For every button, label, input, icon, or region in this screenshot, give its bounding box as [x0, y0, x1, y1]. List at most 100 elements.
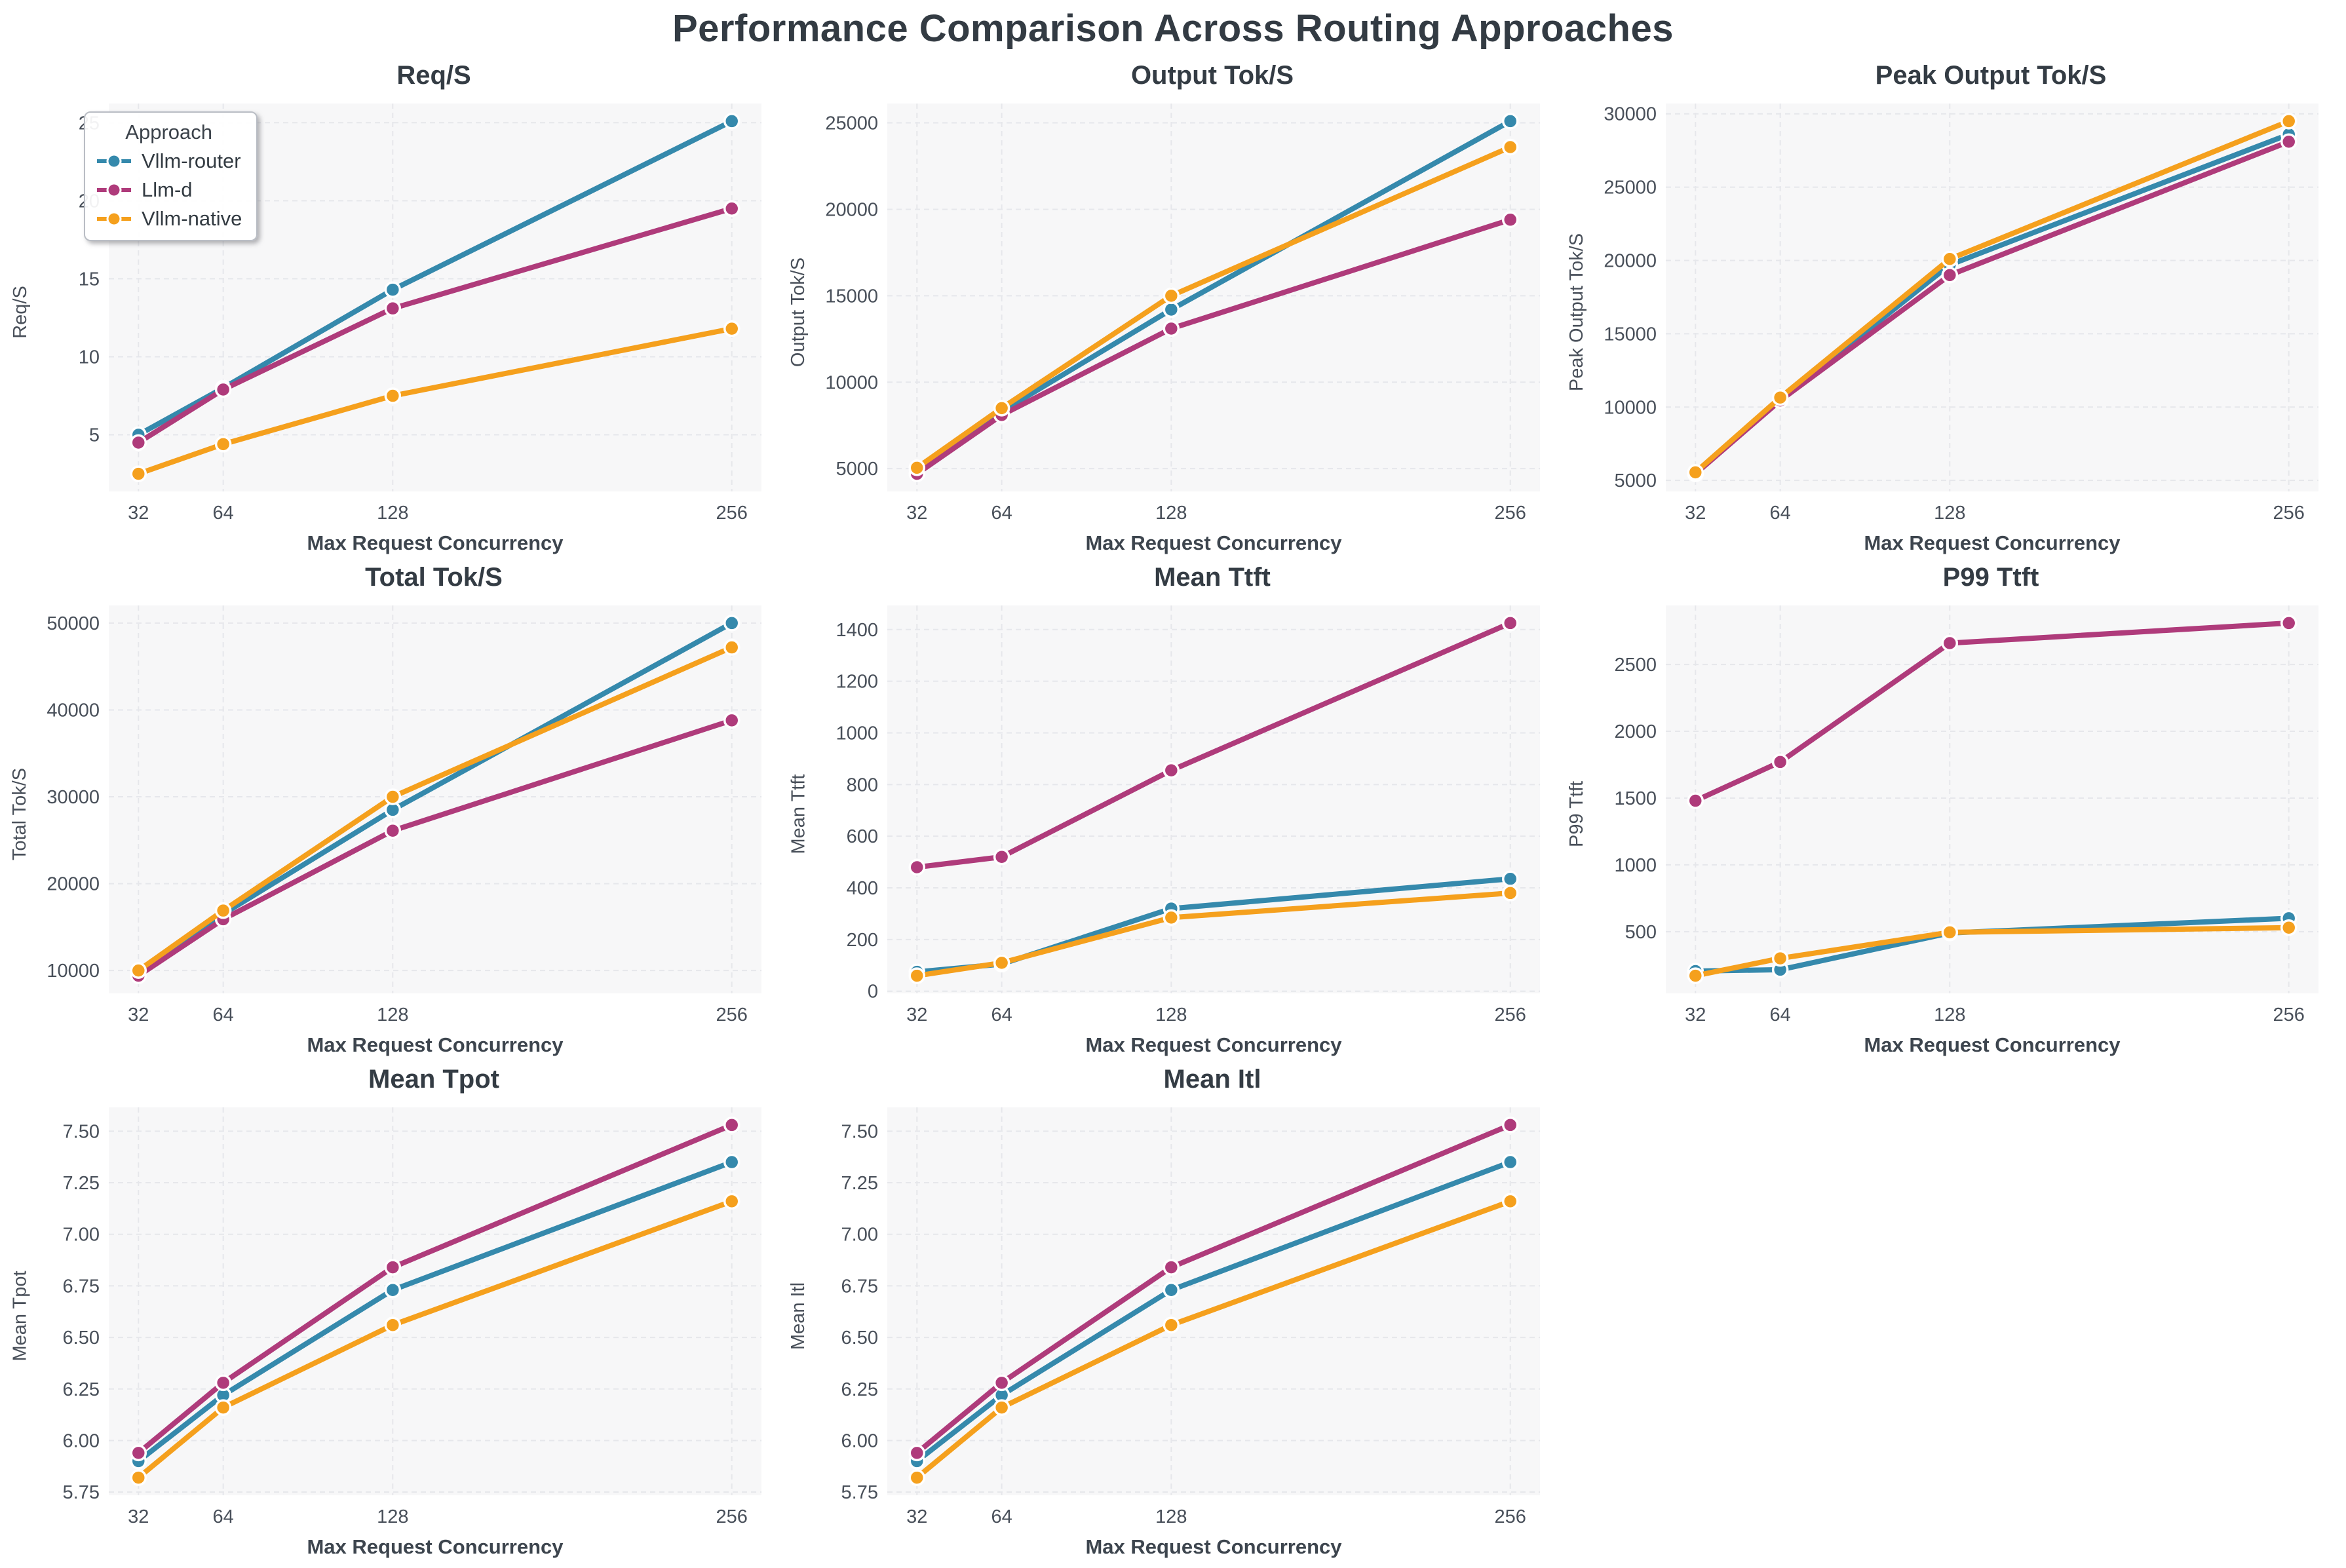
svg-text:64: 64	[991, 1004, 1012, 1025]
svg-text:7.00: 7.00	[841, 1225, 878, 1246]
svg-text:6.00: 6.00	[63, 1430, 100, 1451]
svg-text:6.25: 6.25	[63, 1379, 100, 1400]
svg-text:128: 128	[1155, 503, 1187, 524]
chart-title: Mean Itl	[1163, 1065, 1261, 1094]
svg-text:25000: 25000	[825, 113, 878, 134]
svg-text:200: 200	[847, 930, 878, 951]
svg-text:10000: 10000	[825, 372, 878, 393]
y-axis-label: Total Tok/S	[9, 767, 31, 861]
plot-svg: 5.75 6.00 6.25 6.50 6.75 7.00 7.25 7.50 32 64 128 2…	[841, 1107, 1540, 1527]
svg-text:15000: 15000	[1604, 324, 1657, 345]
svg-text:6.25: 6.25	[841, 1379, 878, 1400]
figure-header: Performance Comparison Across Routing Ap…	[0, 0, 2346, 56]
legend-item-vllm-native: Vllm-native	[96, 207, 242, 231]
svg-text:7.25: 7.25	[841, 1173, 878, 1194]
figure-title: Performance Comparison Across Routing Ap…	[672, 7, 1674, 50]
svg-text:5.75: 5.75	[841, 1482, 878, 1503]
svg-text:1000: 1000	[836, 723, 878, 744]
svg-text:256: 256	[1495, 1506, 1526, 1527]
svg-text:64: 64	[1769, 1004, 1790, 1025]
svg-text:20000: 20000	[1604, 250, 1657, 271]
svg-text:128: 128	[1155, 1004, 1187, 1025]
svg-text:6.50: 6.50	[841, 1328, 878, 1348]
chart-title: Req/S	[396, 61, 471, 90]
chart-total-tok-s: Total Tok/S Total Tok/S 10000 20000 30000 4…	[5, 558, 784, 1060]
svg-text:128: 128	[377, 1004, 408, 1025]
y-axis-label: Mean Tpot	[9, 1271, 31, 1362]
y-axis-label: Mean Itl	[788, 1282, 809, 1350]
svg-text:64: 64	[212, 1004, 233, 1025]
plot-svg: 500 1000 1500 2000 2500 32 64 128 256	[1614, 605, 2318, 1025]
plot-svg: 10000 20000 30000 40000 50000 32 64 128 256	[47, 605, 761, 1025]
chart-title: Output Tok/S	[1130, 61, 1294, 90]
y-axis-label: P99 Ttft	[1566, 780, 1588, 848]
svg-text:7.25: 7.25	[63, 1173, 100, 1194]
svg-text:40000: 40000	[47, 700, 100, 721]
y-axis-label: Req/S	[9, 286, 31, 339]
x-axis-label: Max Request Concurrency	[307, 1033, 564, 1056]
svg-text:128: 128	[377, 503, 408, 524]
svg-text:1400: 1400	[836, 620, 878, 641]
svg-text:64: 64	[1769, 503, 1790, 524]
svg-text:32: 32	[906, 503, 927, 524]
y-axis-label: Output Tok/S	[788, 257, 809, 368]
svg-text:1000: 1000	[1614, 855, 1657, 876]
x-axis-label: Max Request Concurrency	[1864, 531, 2121, 554]
legend-label: Vllm-native	[142, 207, 242, 230]
svg-text:15000: 15000	[825, 286, 878, 307]
svg-text:7.50: 7.50	[841, 1121, 878, 1142]
svg-text:32: 32	[1685, 1004, 1706, 1025]
legend-title: Approach	[125, 121, 213, 143]
legend-label: Llm-d	[142, 178, 193, 201]
legend-marker-vllm-router	[97, 154, 131, 168]
x-axis-label: Max Request Concurrency	[307, 1535, 564, 1558]
svg-text:256: 256	[1495, 503, 1526, 524]
plot-svg: 5.75 6.00 6.25 6.50 6.75 7.00 7.25 7.50 32 64 128 2…	[63, 1107, 761, 1527]
svg-text:800: 800	[847, 774, 878, 795]
y-axis-label: Peak Output Tok/S	[1566, 233, 1588, 392]
legend-item-llm-d: Llm-d	[96, 178, 242, 202]
svg-text:20000: 20000	[825, 199, 878, 220]
svg-text:32: 32	[906, 1004, 927, 1025]
plot-svg: 0 200 400 600 800 1000 1200 1400 32 64 128 256	[836, 605, 1540, 1025]
svg-text:6.75: 6.75	[841, 1276, 878, 1297]
legend: Approach Vllm-router Llm-d Vllm-native	[84, 111, 258, 241]
svg-text:256: 256	[1495, 1004, 1526, 1025]
legend-marker-llm-d	[97, 183, 131, 197]
svg-text:64: 64	[991, 1506, 1012, 1527]
chart-title: Mean Tpot	[368, 1065, 499, 1094]
svg-text:5: 5	[89, 425, 100, 446]
legend-item-vllm-router: Vllm-router	[96, 149, 242, 173]
svg-text:2500: 2500	[1614, 655, 1657, 676]
svg-text:256: 256	[716, 1506, 748, 1527]
svg-text:256: 256	[716, 1004, 748, 1025]
svg-text:32: 32	[128, 1004, 149, 1025]
svg-text:20000: 20000	[47, 874, 100, 895]
svg-text:600: 600	[847, 826, 878, 847]
svg-text:64: 64	[991, 503, 1012, 524]
svg-text:128: 128	[377, 1506, 408, 1527]
svg-text:7.00: 7.00	[63, 1225, 100, 1246]
chart-mean-itl: Mean Itl Mean Itl 5.75 6.00 6.25 6.50 6.75 7.…	[784, 1060, 1562, 1558]
chart-title: Peak Output Tok/S	[1875, 61, 2107, 90]
chart-peak-output-tok-s: Peak Output Tok/S Peak Output Tok/S 5000…	[1562, 56, 2341, 558]
plot-svg: 5000 10000 15000 20000 25000 32 64 128 256	[825, 104, 1540, 524]
x-axis-label: Max Request Concurrency	[1864, 1033, 2121, 1056]
svg-text:30000: 30000	[47, 787, 100, 808]
svg-text:256: 256	[2273, 1004, 2305, 1025]
svg-text:6.50: 6.50	[63, 1328, 100, 1348]
svg-text:0: 0	[868, 982, 878, 1003]
svg-text:5.75: 5.75	[63, 1482, 100, 1503]
svg-text:32: 32	[128, 503, 149, 524]
x-axis-label: Max Request Concurrency	[1085, 1535, 1342, 1558]
svg-text:2000: 2000	[1614, 721, 1657, 742]
svg-text:64: 64	[212, 503, 233, 524]
y-axis-label: Mean Ttft	[788, 774, 809, 854]
chart-p99-ttft: P99 Ttft P99 Ttft 500 1000 1500 2000 2500 32 6…	[1562, 558, 2341, 1060]
svg-text:5000: 5000	[836, 459, 878, 480]
plot-svg: 5000 10000 15000 20000 25000 30000 32 64 128 256	[1604, 104, 2318, 524]
svg-text:1200: 1200	[836, 672, 878, 693]
svg-text:7.50: 7.50	[63, 1121, 100, 1142]
empty-cell	[1562, 1060, 2341, 1552]
x-axis-label: Max Request Concurrency	[307, 531, 564, 554]
